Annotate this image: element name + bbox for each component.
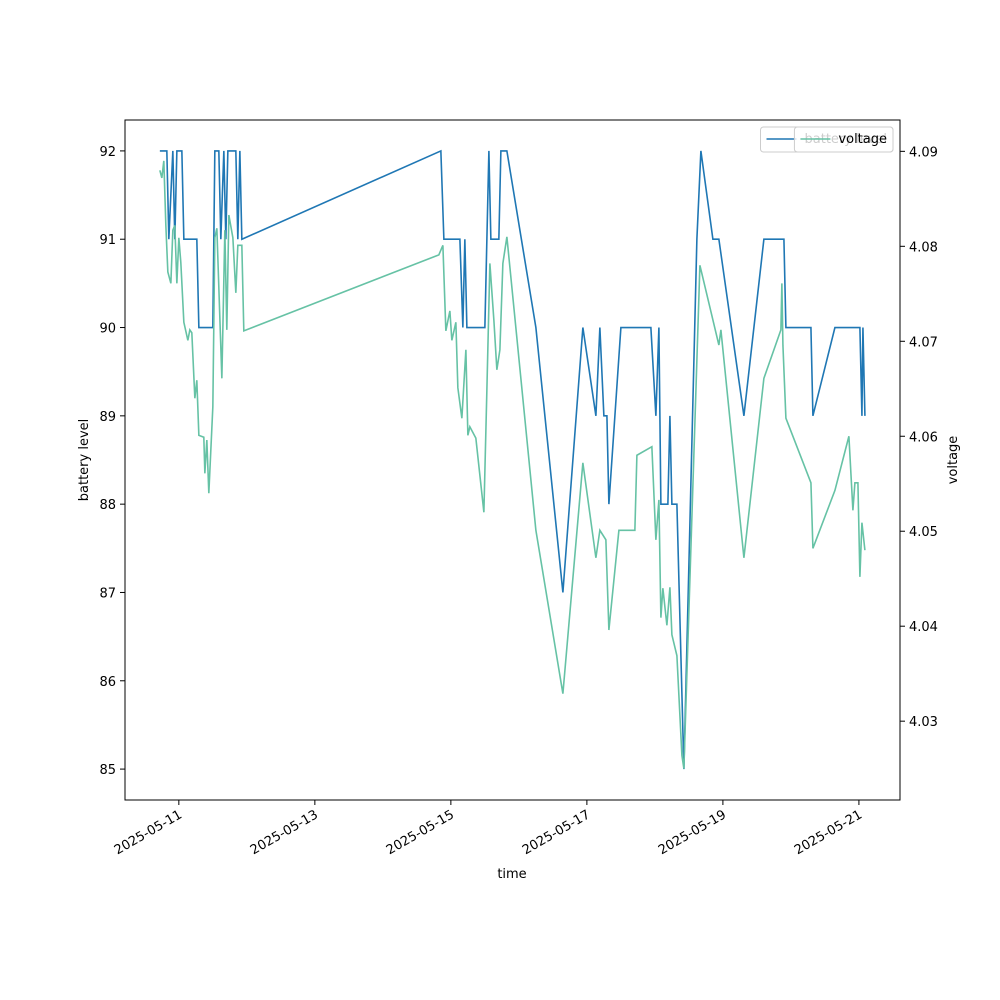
- legend-box: [793, 126, 894, 153]
- y2-tick-label: 4.04: [909, 620, 938, 635]
- x-tick-label: 2025-05-19: [656, 807, 729, 858]
- y2-tick-label: 4.09: [909, 145, 938, 160]
- y2-tick-label: 4.05: [909, 525, 938, 540]
- y2-tick-label: 4.03: [909, 715, 938, 730]
- series-line: [159, 149, 866, 770]
- x-axis-label: time: [497, 867, 526, 882]
- x-tick-label: 2025-05-21: [792, 807, 865, 858]
- y2-tick-label: 4.06: [909, 430, 938, 445]
- axes-frame: [124, 119, 901, 801]
- y-tick-label: 90: [99, 322, 116, 337]
- y2-tick-label: 4.07: [909, 335, 938, 350]
- x-tick-label: 2025-05-15: [384, 807, 457, 858]
- y-tick-label: 91: [99, 233, 116, 248]
- y-tick-label: 89: [99, 410, 116, 425]
- x-tick-label: 2025-05-17: [520, 807, 593, 858]
- x-tick-label: 2025-05-11: [112, 807, 185, 858]
- y2-tick-label: 4.08: [909, 240, 938, 255]
- series-line: [159, 160, 866, 769]
- y-tick-label: 92: [99, 145, 116, 160]
- y-tick-label: 86: [99, 675, 116, 690]
- y-tick-label: 85: [99, 763, 116, 778]
- y-tick-label: 87: [99, 586, 116, 601]
- legend: voltage: [793, 126, 894, 153]
- y-axis-label: battery level: [77, 419, 92, 502]
- x-tick-label: 2025-05-13: [248, 807, 321, 858]
- y-tick-label: 88: [99, 498, 116, 513]
- legend-label: voltage: [838, 132, 887, 147]
- y2-axis-label: voltage: [946, 436, 961, 485]
